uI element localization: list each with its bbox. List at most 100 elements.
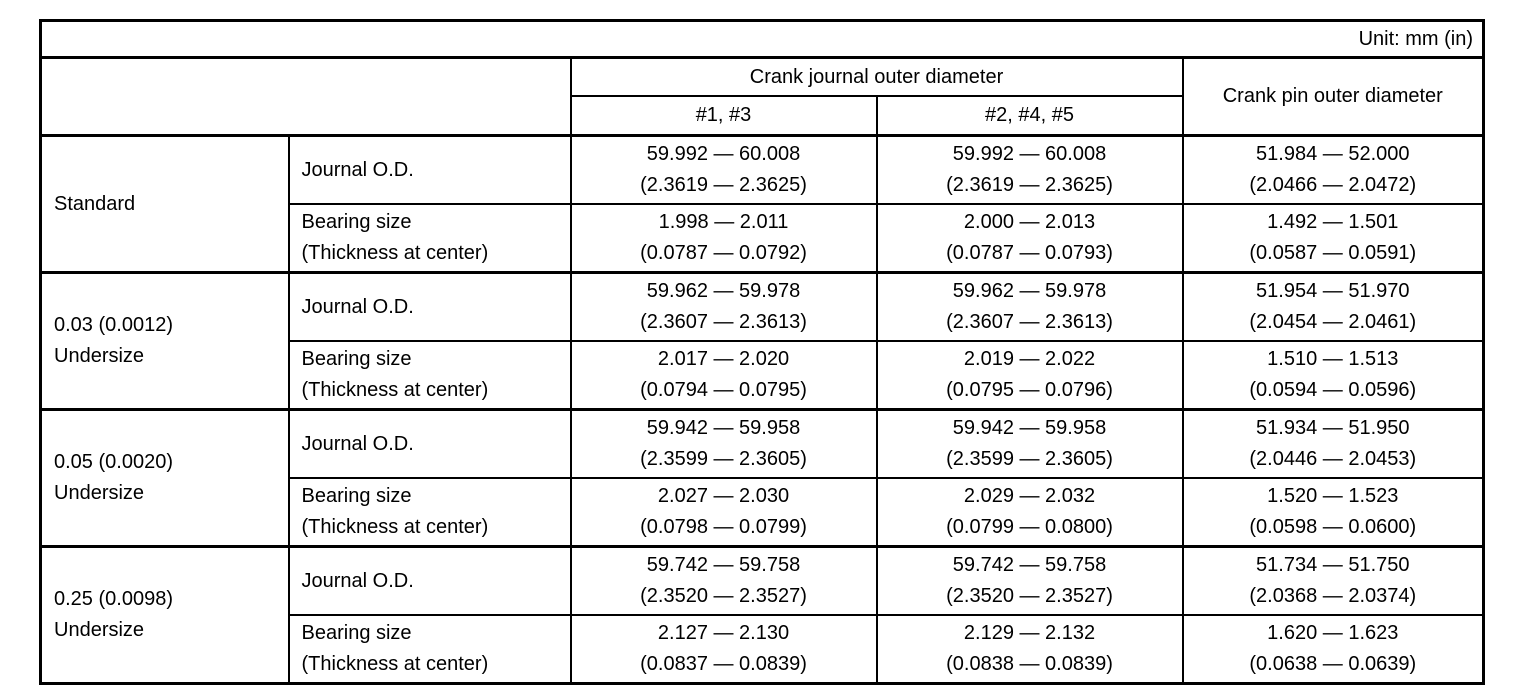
row-group-label-005-undersize: 0.05 (0.0020) Undersize	[39, 408, 290, 548]
value-mm: 51.734 — 51.750	[1256, 554, 1410, 576]
row-label-journal-od: Journal O.D.	[287, 545, 572, 616]
value-cell: 51.934 — 51.950 (2.0446 — 2.0453)	[1181, 408, 1485, 479]
value-mm: 2.027 — 2.030	[657, 485, 790, 507]
value-in: (2.0466 — 2.0472)	[1249, 174, 1417, 196]
value-in: (0.0594 — 0.0596)	[1249, 379, 1417, 401]
row-label-journal-od: Journal O.D.	[287, 134, 572, 205]
value-mm: 1.492 — 1.501	[1267, 211, 1399, 233]
value-mm: 59.742 — 59.758	[952, 554, 1107, 576]
row-label-bearing-size: Bearing size (Thickness at center)	[287, 477, 572, 548]
value-cell: 2.129 — 2.132 (0.0838 — 0.0839)	[875, 614, 1184, 685]
row-label-journal-od: Journal O.D.	[287, 271, 572, 342]
value-in: (2.3599 — 2.3605)	[640, 448, 807, 470]
value-mm: 51.934 — 51.950	[1256, 417, 1410, 439]
value-cell: 1.492 — 1.501 (0.0587 — 0.0591)	[1181, 203, 1485, 274]
value-in: (2.3607 — 2.3613)	[640, 311, 807, 333]
row-group-label-standard: Standard	[39, 134, 290, 274]
value-in: (2.3520 — 2.3527)	[640, 585, 807, 607]
value-in: (2.0454 — 2.0461)	[1249, 311, 1417, 333]
value-mm: 1.620 — 1.623	[1267, 622, 1399, 644]
header-row-1: Crank journal outer diameter Crank pin o…	[39, 56, 1485, 137]
table-row: Bearing size (Thickness at center) 1.998…	[41, 203, 1485, 274]
value-cell: 59.962 — 59.978 (2.3607 — 2.3613)	[569, 271, 878, 342]
table-row: Bearing size (Thickness at center) 2.017…	[41, 340, 1485, 411]
value-cell: 51.984 — 52.000 (2.0466 — 2.0472)	[1181, 134, 1485, 205]
value-mm: 2.000 — 2.013	[963, 211, 1096, 233]
value-in: (2.3520 — 2.3527)	[946, 585, 1113, 607]
value-in: (0.0638 — 0.0639)	[1249, 653, 1417, 675]
unit-label: Unit: mm (in)	[39, 19, 1485, 59]
value-cell: 51.954 — 51.970 (2.0454 — 2.0461)	[1181, 271, 1485, 342]
value-in: (2.3607 — 2.3613)	[946, 311, 1113, 333]
row-group-label-003-undersize: 0.03 (0.0012) Undersize	[39, 271, 290, 411]
row-label-bearing-size: Bearing size (Thickness at center)	[287, 614, 572, 685]
value-cell: 59.742 — 59.758 (2.3520 — 2.3527)	[875, 545, 1184, 616]
value-mm: 59.742 — 59.758	[646, 554, 801, 576]
value-in: (0.0794 — 0.0795)	[640, 379, 807, 401]
header-crank-pin: Crank pin outer diameter	[1181, 56, 1485, 137]
row-label-bearing-size: Bearing size (Thickness at center)	[287, 203, 572, 274]
value-in: (2.3619 — 2.3625)	[946, 174, 1113, 196]
value-in: (0.0798 — 0.0799)	[640, 516, 807, 538]
value-mm: 1.998 — 2.011	[658, 211, 789, 233]
value-mm: 1.520 — 1.523	[1267, 485, 1399, 507]
value-mm: 51.984 — 52.000	[1256, 143, 1410, 165]
value-in: (0.0787 — 0.0793)	[946, 242, 1113, 264]
header-empty-cell	[39, 56, 572, 137]
value-cell: 1.620 — 1.623 (0.0638 — 0.0639)	[1181, 614, 1485, 685]
value-cell: 59.942 — 59.958 (2.3599 — 2.3605)	[569, 408, 878, 479]
value-in: (0.0799 — 0.0800)	[946, 516, 1113, 538]
table-row: Bearing size (Thickness at center) 2.027…	[41, 477, 1485, 548]
value-cell: 2.000 — 2.013 (0.0787 — 0.0793)	[875, 203, 1184, 274]
header-crank-journal: Crank journal outer diameter	[569, 56, 1184, 97]
row-label-journal-od: Journal O.D.	[287, 408, 572, 479]
value-mm: 59.962 — 59.978	[646, 280, 801, 302]
unit-row: Unit: mm (in)	[39, 19, 1485, 59]
value-cell: 2.127 — 2.130 (0.0837 — 0.0839)	[569, 614, 878, 685]
value-mm: 2.017 — 2.020	[657, 348, 790, 370]
header-journal-1-3: #1, #3	[569, 95, 878, 137]
value-cell: 2.017 — 2.020 (0.0794 — 0.0795)	[569, 340, 878, 411]
value-cell: 1.520 — 1.523 (0.0598 — 0.0600)	[1181, 477, 1485, 548]
value-mm: 59.942 — 59.958	[646, 417, 801, 439]
row-group-label-025-undersize: 0.25 (0.0098) Undersize	[39, 545, 290, 685]
value-mm: 2.127 — 2.130	[657, 622, 790, 644]
value-cell: 1.998 — 2.011 (0.0787 — 0.0792)	[569, 203, 878, 274]
value-cell: 51.734 — 51.750 (2.0368 — 2.0374)	[1181, 545, 1485, 616]
value-mm: 59.942 — 59.958	[952, 417, 1107, 439]
value-cell: 2.019 — 2.022 (0.0795 — 0.0796)	[875, 340, 1184, 411]
value-cell: 59.962 — 59.978 (2.3607 — 2.3613)	[875, 271, 1184, 342]
value-in: (2.3599 — 2.3605)	[946, 448, 1113, 470]
value-cell: 1.510 — 1.513 (0.0594 — 0.0596)	[1181, 340, 1485, 411]
value-in: (2.3619 — 2.3625)	[640, 174, 807, 196]
value-in: (2.0446 — 2.0453)	[1249, 448, 1417, 470]
value-mm: 59.992 — 60.008	[952, 143, 1107, 165]
table-row: 0.25 (0.0098) Undersize Journal O.D. 59.…	[39, 545, 1485, 685]
value-cell: 59.942 — 59.958 (2.3599 — 2.3605)	[875, 408, 1184, 479]
row-label-bearing-size: Bearing size (Thickness at center)	[287, 340, 572, 411]
value-in: (0.0838 — 0.0839)	[946, 653, 1113, 675]
value-in: (2.0368 — 2.0374)	[1249, 585, 1417, 607]
value-cell: 2.029 — 2.032 (0.0799 — 0.0800)	[875, 477, 1184, 548]
value-mm: 59.962 — 59.978	[952, 280, 1107, 302]
value-in: (0.0598 — 0.0600)	[1249, 516, 1417, 538]
value-cell: 59.992 — 60.008 (2.3619 — 2.3625)	[569, 134, 878, 205]
manual-page: Unit: mm (in) Crank journal outer diamet…	[39, 19, 1486, 685]
value-cell: 2.027 — 2.030 (0.0798 — 0.0799)	[569, 477, 878, 548]
value-mm: 59.992 — 60.008	[646, 143, 801, 165]
table-row: Standard Journal O.D. 59.992 — 60.008 (2…	[39, 134, 1485, 274]
value-mm: 1.510 — 1.513	[1267, 348, 1399, 370]
value-mm: 2.129 — 2.132	[963, 622, 1096, 644]
value-mm: 51.954 — 51.970	[1256, 280, 1410, 302]
value-cell: 59.992 — 60.008 (2.3619 — 2.3625)	[875, 134, 1184, 205]
header-row-2: #1, #3 #2, #4, #5	[41, 95, 1484, 137]
table-row: 0.05 (0.0020) Undersize Journal O.D. 59.…	[39, 408, 1485, 548]
header-journal-2-4-5: #2, #4, #5	[875, 95, 1184, 137]
value-in: (0.0837 — 0.0839)	[640, 653, 807, 675]
value-in: (0.0587 — 0.0591)	[1249, 242, 1417, 264]
crankshaft-spec-table: Unit: mm (in) Crank journal outer diamet…	[39, 19, 1486, 685]
table-row: 0.03 (0.0012) Undersize Journal O.D. 59.…	[39, 271, 1485, 411]
value-in: (0.0795 — 0.0796)	[946, 379, 1113, 401]
value-cell: 59.742 — 59.758 (2.3520 — 2.3527)	[569, 545, 878, 616]
value-in: (0.0787 — 0.0792)	[640, 242, 807, 264]
